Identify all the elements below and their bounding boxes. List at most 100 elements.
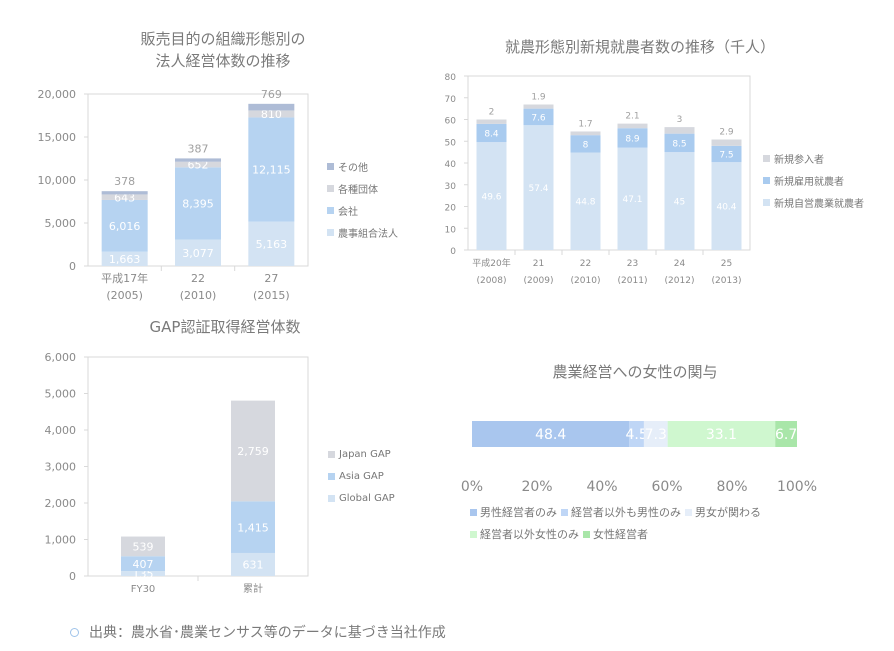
x-tick-label: (2010) [180, 289, 217, 302]
y-tick-label: 50 [445, 138, 457, 148]
legend-item: 各種団体 [327, 177, 398, 199]
bar-segment [175, 239, 221, 266]
legend-item: 男性経営者のみ [470, 501, 557, 523]
chart-title-line: 就農形態別新規就農者数の推移（千人） [504, 38, 775, 56]
data-label: 2,759 [237, 445, 269, 458]
y-tick-label: 2,000 [45, 497, 77, 510]
y-tick-label: 3,000 [45, 461, 77, 474]
legend-item: 経営者以外も男性のみ [561, 501, 681, 523]
data-label: 407 [133, 558, 154, 571]
y-tick-label: 20 [445, 204, 457, 214]
legend-item: 新規雇用就農者 [763, 169, 864, 191]
x-tick-label: 20% [521, 479, 552, 495]
x-tick-label: 40% [586, 479, 617, 495]
legend-label: 経営者以外も男性のみ [571, 506, 681, 519]
chart-legend: 男性経営者のみ 経営者以外も男性のみ 男女が関わる経営者以外女性のみ 女性経営者 [470, 501, 790, 545]
chart-title-line: 農業経営への女性の関与 [552, 363, 718, 381]
bar-segment [523, 104, 554, 109]
data-label: 810 [261, 108, 282, 121]
y-tick-label: 0 [69, 260, 76, 273]
legend-item: 経営者以外女性のみ [470, 523, 579, 545]
data-label: 1,415 [237, 521, 269, 534]
legend-label: 新規雇用就農者 [774, 176, 844, 188]
bar-segment [570, 152, 601, 250]
legend-label: 各種団体 [338, 184, 378, 196]
bar-segment [570, 131, 601, 136]
x-tick-label: 平成17年 [101, 271, 148, 285]
legend-swatch [561, 508, 568, 516]
data-label: 6,016 [109, 220, 141, 233]
data-label: 539 [133, 541, 154, 554]
y-tick-label: 70 [445, 95, 457, 105]
legend-label: Japan GAP [339, 448, 391, 460]
legend-label: 経営者以外女性のみ [480, 528, 579, 541]
legend-item: 女性経営者 [583, 523, 648, 545]
x-tick-label: (2009) [524, 276, 554, 286]
legend-label: 女性経営者 [593, 528, 648, 541]
bar-segment [476, 119, 507, 124]
data-label: 33.1 [706, 427, 737, 443]
data-label: 631 [243, 559, 264, 572]
x-tick-label: 平成20年 [472, 257, 510, 269]
legend-swatch [328, 472, 335, 480]
x-tick-label: 21 [533, 259, 544, 269]
bar-segment [121, 536, 165, 557]
bar-segment [617, 147, 648, 250]
legend-swatch [685, 508, 692, 516]
data-label: 1.9 [531, 92, 546, 102]
legend-swatch [327, 228, 334, 236]
legend-item: Asia GAP [328, 465, 395, 487]
data-label: 387 [188, 142, 209, 155]
x-tick-label: (2008) [477, 276, 507, 286]
chart-legend: 新規参入者新規雇用就農者新規自営農業就農者 [763, 147, 864, 213]
data-label: 7.3 [645, 427, 667, 443]
legend-item: 農事組合法人 [327, 221, 398, 243]
x-tick-label: (2013) [712, 276, 742, 286]
legend-item: 男女が関わる [685, 501, 761, 523]
chart-legend: Japan GAP Asia GAP Global GAP [328, 443, 395, 509]
y-tick-label: 15,000 [38, 131, 77, 144]
data-label: 3 [677, 115, 683, 125]
bar-segment [472, 421, 630, 447]
data-label: 47.1 [622, 195, 642, 205]
legend-swatch [583, 530, 590, 538]
bar-segment [231, 501, 275, 553]
bar-segment [175, 167, 221, 240]
legend-item: Global GAP [328, 487, 395, 509]
data-label: 4.5 [625, 427, 647, 443]
legend-label: 男性経営者のみ [480, 506, 557, 519]
legend-swatch [327, 184, 334, 192]
data-label: 8,395 [182, 198, 214, 211]
bar-segment [523, 125, 554, 250]
data-label: 2.9 [719, 128, 734, 138]
bar-segment [664, 152, 695, 250]
plot-frame [467, 75, 751, 251]
y-tick-label: 5,000 [45, 217, 77, 230]
data-label: 8 [583, 140, 589, 150]
data-label: 7.6 [531, 113, 546, 123]
x-tick-label: (2012) [665, 276, 695, 286]
legend-swatch [328, 450, 335, 458]
chart-legend: その他 各種団体 会社 農事組合法人 [327, 155, 398, 243]
x-tick-label: (2005) [106, 289, 143, 302]
x-tick-label: 80% [716, 479, 747, 495]
x-tick-label: FY30 [131, 584, 156, 595]
x-tick-label: 累計 [243, 582, 263, 595]
data-label: 1,663 [109, 253, 141, 266]
x-tick-label: 0% [461, 479, 483, 495]
source-text: 出典：農水省･農業センサス等のデータに基づき当社作成 [89, 625, 446, 641]
x-tick-label: 60% [651, 479, 682, 495]
x-tick-label: 22 [191, 272, 205, 285]
data-label: 49.6 [481, 192, 501, 202]
legend-label: 新規参入者 [774, 154, 824, 166]
data-label: 8.5 [672, 139, 686, 149]
bar-segment [664, 127, 695, 134]
chart-title-line: GAP認証取得経営体数 [149, 318, 301, 336]
legend-swatch [327, 206, 334, 214]
source-note: 出典：農水省･農業センサス等のデータに基づき当社作成 [70, 622, 446, 642]
data-label: 48.4 [535, 427, 566, 443]
y-tick-label: 4,000 [45, 424, 77, 437]
chart-plot: 0 10 20 30 40 50 60 70 80 平成20年 (2008) 49.6 8.4 2 21 (2… [445, 73, 751, 286]
legend-swatch [763, 176, 770, 184]
legend-item: 新規自営農業就農者 [763, 191, 864, 213]
